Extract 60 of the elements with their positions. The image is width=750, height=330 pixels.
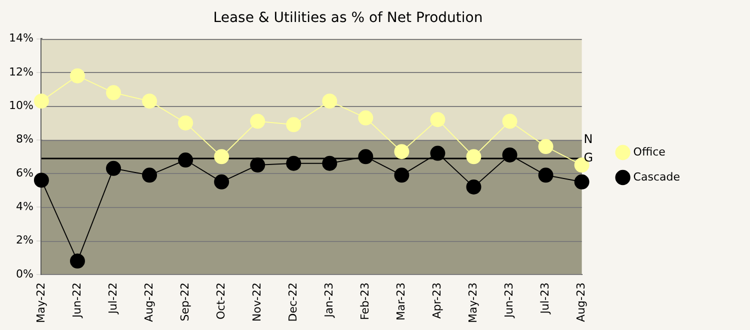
y-tick-label: 10% — [8, 99, 34, 112]
y-tick-label: 8% — [16, 132, 34, 146]
y-tick-label: 0% — [16, 267, 34, 280]
legend-label: Office — [633, 145, 666, 158]
y-tick-label: 6% — [16, 166, 34, 180]
point — [358, 149, 374, 164]
point — [142, 94, 158, 109]
x-tick-label: Nov-22 — [250, 282, 264, 322]
x-tick-label: Oct-22 — [214, 282, 228, 320]
y-tick-label: 12% — [8, 65, 34, 78]
x-tick-label: Feb-23 — [358, 282, 372, 320]
point — [538, 168, 554, 183]
point — [466, 179, 482, 194]
point — [466, 149, 482, 164]
x-tick-label: Apr-23 — [430, 282, 444, 319]
point — [34, 172, 49, 188]
x-tick-label: Jul-23 — [538, 282, 552, 315]
x-tick-label: Aug-22 — [142, 282, 156, 322]
point — [250, 114, 266, 129]
point — [178, 152, 194, 168]
point — [106, 160, 121, 176]
point — [502, 147, 518, 162]
x-tick-label: Aug-23 — [574, 282, 588, 322]
band-label: N — [584, 132, 593, 146]
point — [286, 117, 302, 132]
point — [214, 149, 230, 164]
point — [286, 156, 302, 171]
point — [358, 110, 374, 126]
x-tick-label: Jun-22 — [70, 282, 84, 319]
point — [502, 114, 518, 129]
point — [70, 68, 85, 84]
x-tick-label: Jan-23 — [322, 282, 336, 318]
x-tick-label: May-23 — [466, 282, 480, 323]
point — [394, 168, 410, 183]
y-tick-label: 2% — [16, 234, 34, 247]
point — [574, 174, 590, 190]
point — [142, 168, 158, 183]
x-tick-label: Sep-22 — [178, 282, 192, 322]
point — [322, 156, 338, 171]
point — [70, 254, 85, 269]
chart-title: Lease & Utilities as % of Net Prodution — [213, 10, 483, 26]
y-tick-label: 4% — [16, 200, 34, 214]
point — [538, 139, 554, 154]
point — [34, 94, 49, 109]
ref-line-label: G — [584, 150, 594, 164]
point — [430, 146, 446, 161]
x-tick-label: Jun-23 — [502, 282, 516, 319]
x-tick-label: Jul-22 — [106, 282, 120, 315]
point — [430, 112, 446, 128]
x-tick-label: May-22 — [34, 282, 48, 323]
point — [394, 144, 410, 160]
point — [214, 174, 230, 190]
legend-label: Cascade — [633, 170, 680, 184]
point — [322, 94, 338, 109]
y-tick-label: 14% — [8, 32, 34, 45]
point — [250, 158, 266, 173]
point — [106, 85, 121, 100]
x-tick-label: Mar-23 — [394, 282, 408, 321]
point — [178, 115, 194, 130]
x-tick-label: Dec-22 — [286, 282, 300, 322]
